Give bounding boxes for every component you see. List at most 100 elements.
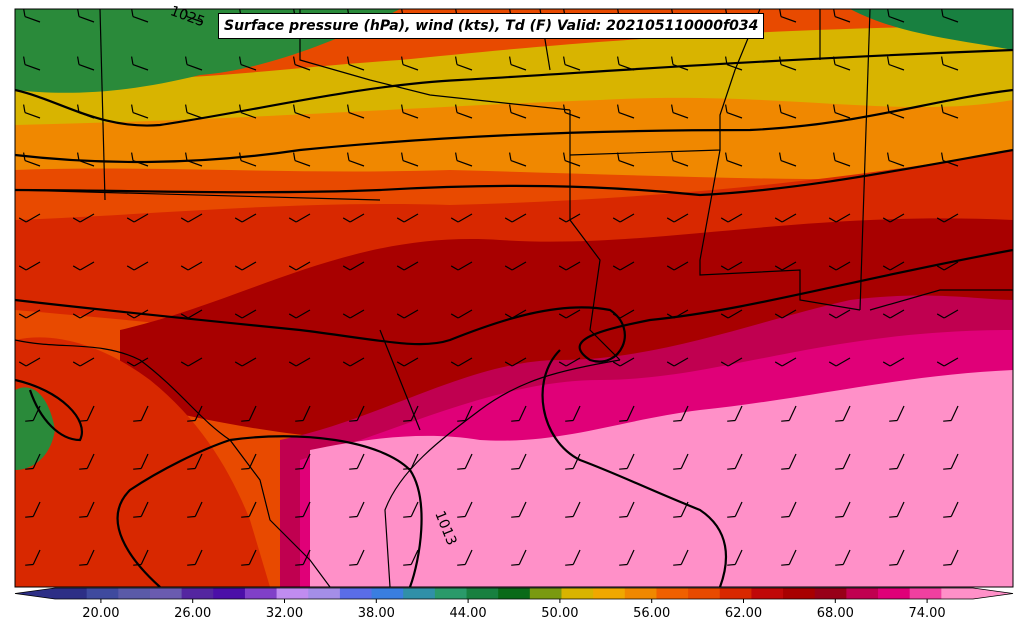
- colorbar-swatch: [86, 588, 119, 599]
- wind-barb: [180, 357, 203, 367]
- wind-barb: [563, 152, 581, 167]
- wind-barb: [558, 357, 581, 367]
- wind-barb: [720, 213, 743, 223]
- wind-barb: [936, 309, 959, 319]
- wind-barb: [619, 501, 635, 518]
- colorbar-tick-label: 44.00: [449, 606, 486, 621]
- colorbar-swatch: [846, 588, 879, 599]
- wind-barb: [889, 549, 905, 566]
- wind-barb: [25, 501, 41, 518]
- colorbar-swatch: [751, 588, 784, 599]
- wind-barb: [941, 152, 959, 167]
- map-frame: [14, 8, 1014, 588]
- wind-barb: [234, 213, 257, 223]
- wind-barb: [887, 9, 905, 23]
- border-line: [699, 149, 861, 311]
- wind-barb: [889, 405, 905, 422]
- wind-barb: [835, 453, 851, 470]
- wind-barb: [835, 549, 851, 566]
- wind-barb: [25, 549, 41, 566]
- colorbar-swatch: [656, 588, 689, 599]
- wind-barb: [396, 261, 419, 271]
- wind-barb: [612, 357, 635, 367]
- wind-barb: [889, 453, 905, 470]
- wind-barb: [887, 152, 905, 167]
- colorbar-swatch: [213, 588, 246, 599]
- wind-barb: [727, 453, 743, 470]
- wind-barb: [833, 104, 851, 119]
- colorbar-extend-min: [15, 588, 55, 599]
- wind-barb: [612, 261, 635, 271]
- colorbar-swatch: [118, 588, 151, 599]
- wind-barb: [666, 309, 689, 319]
- colorbar-swatch: [688, 588, 721, 599]
- isobar-line: [116, 435, 423, 587]
- wind-barb: [720, 261, 743, 271]
- wind-barb: [882, 357, 905, 367]
- wind-barb: [511, 405, 527, 422]
- colorbar-swatch: [339, 588, 373, 599]
- isobar-line: [15, 148, 1013, 197]
- wind-barb: [347, 152, 365, 167]
- wind-barb: [558, 213, 581, 223]
- border-line: [15, 189, 381, 201]
- wind-barb: [666, 261, 689, 271]
- wind-barb: [511, 453, 527, 470]
- wind-barb: [882, 213, 905, 223]
- wind-barb: [288, 309, 311, 319]
- colorbar-swatch: [149, 588, 183, 599]
- wind-barb: [450, 261, 473, 271]
- wind-barb: [293, 152, 311, 167]
- td-band-pink-gulf: [310, 370, 1013, 587]
- wind-barb: [779, 152, 797, 167]
- wind-barb: [133, 501, 149, 518]
- wind-barb: [774, 309, 797, 319]
- wind-barb: [241, 501, 257, 518]
- wind-barb: [18, 309, 41, 319]
- wind-barb: [511, 549, 527, 566]
- colorbar: 20.00 26.00 32.00 38.00 44.00 50.00 56.00 62.00…: [14, 587, 1014, 621]
- wind-barb: [941, 56, 959, 71]
- wind-barb: [349, 453, 365, 470]
- wind-barb: [565, 405, 581, 422]
- wind-barb: [779, 56, 797, 71]
- wind-barb: [450, 213, 473, 223]
- wind-barb: [180, 213, 203, 223]
- colorbar-swatch: [529, 588, 562, 599]
- wind-barb: [455, 56, 473, 71]
- wind-barb: [565, 549, 581, 566]
- wind-barb: [558, 309, 581, 319]
- wind-barb: [936, 357, 959, 367]
- wind-barb: [511, 501, 527, 518]
- wind-barb: [835, 501, 851, 518]
- colorbar-tick-label: 20.00: [82, 606, 119, 621]
- wind-barb: [72, 309, 95, 319]
- wind-barb: [455, 152, 473, 167]
- wind-barb: [342, 261, 365, 271]
- wind-barb: [187, 405, 203, 422]
- colorbar-swatch: [719, 588, 752, 599]
- wind-barb: [403, 549, 419, 566]
- wind-barb: [936, 213, 959, 223]
- wind-barb: [239, 104, 257, 119]
- wind-barb: [187, 453, 203, 470]
- wind-barb: [666, 213, 689, 223]
- border-line: [384, 359, 621, 587]
- wind-barb: [671, 104, 689, 119]
- wind-barb: [887, 56, 905, 71]
- wind-barb: [887, 104, 905, 119]
- colorbar-outline: [14, 587, 1014, 600]
- wind-barb: [666, 357, 689, 367]
- wind-barb: [617, 56, 635, 71]
- wind-barb: [234, 309, 257, 319]
- wind-barb: [779, 9, 797, 23]
- wind-barb: [619, 405, 635, 422]
- wind-barb: [671, 56, 689, 71]
- wind-barb: [457, 405, 473, 422]
- wind-barb: [828, 213, 851, 223]
- wind-barb: [126, 309, 149, 319]
- wind-barb: [673, 453, 689, 470]
- wind-barb: [835, 405, 851, 422]
- wind-barb: [180, 261, 203, 271]
- wind-barb: [25, 453, 41, 470]
